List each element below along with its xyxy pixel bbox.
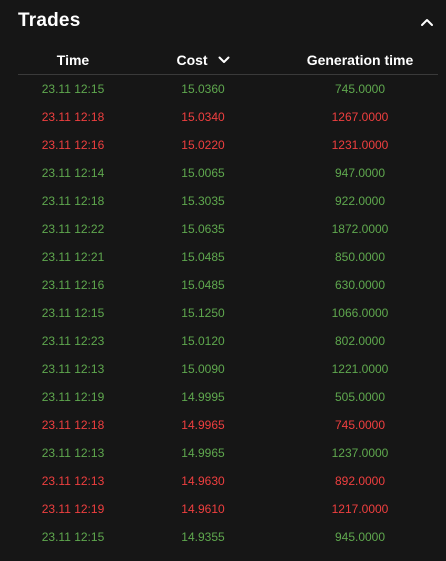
panel-title: Trades [18, 10, 81, 31]
generation-time-cell: 922.0000 [334, 194, 386, 208]
panel-header: Trades [0, 0, 446, 44]
cost-cell: 14.9630 [181, 474, 225, 488]
trades-table-body: 23.11 12:15 15.0360 745.0000 23.11 12:18… [18, 76, 438, 552]
cost-cell: 15.0485 [181, 250, 225, 264]
table-row: 23.11 12:13 14.9630 892.0000 [18, 468, 438, 496]
cost-cell: 15.0485 [181, 278, 225, 292]
time-cell: 23.11 12:16 [41, 138, 105, 152]
generation-time-cell: 947.0000 [334, 166, 386, 180]
table-row: 23.11 12:16 15.0220 1231.0000 [18, 132, 438, 160]
chevron-up-icon [421, 19, 433, 26]
generation-time-cell: 745.0000 [334, 418, 386, 432]
cost-cell: 15.0120 [181, 334, 225, 348]
cost-cell: 15.0340 [181, 110, 225, 124]
time-cell: 23.11 12:18 [41, 110, 105, 124]
cost-cell: 14.9965 [181, 418, 225, 432]
table-row: 23.11 12:15 14.9355 945.0000 [18, 524, 438, 552]
column-header-time-label: Time [56, 52, 90, 68]
time-cell: 23.11 12:23 [41, 334, 105, 348]
column-header-cost-label: Cost [176, 52, 208, 68]
time-cell: 23.11 12:18 [41, 418, 105, 432]
time-cell: 23.11 12:15 [41, 82, 105, 96]
cost-cell: 14.9610 [181, 502, 225, 516]
column-header-time[interactable]: Time [18, 52, 128, 68]
chevron-down-icon [218, 56, 229, 63]
table-row: 23.11 12:13 15.0090 1221.0000 [18, 356, 438, 384]
table-row: 23.11 12:15 15.0360 745.0000 [18, 76, 438, 104]
column-header-cost[interactable]: Cost [148, 52, 258, 68]
cost-cell: 15.1250 [181, 306, 225, 320]
time-cell: 23.11 12:13 [41, 446, 105, 460]
generation-time-cell: 1237.0000 [331, 446, 389, 460]
table-row: 23.11 12:21 15.0485 850.0000 [18, 244, 438, 272]
time-cell: 23.11 12:16 [41, 278, 105, 292]
time-cell: 23.11 12:21 [41, 250, 105, 264]
generation-time-cell: 630.0000 [334, 278, 386, 292]
time-cell: 23.11 12:19 [41, 390, 105, 404]
table-row: 23.11 12:18 14.9965 745.0000 [18, 412, 438, 440]
time-cell: 23.11 12:13 [41, 474, 105, 488]
cost-cell: 15.0065 [181, 166, 225, 180]
table-row: 23.11 12:15 15.1250 1066.0000 [18, 300, 438, 328]
table-row: 23.11 12:19 14.9610 1217.0000 [18, 496, 438, 524]
generation-time-cell: 1217.0000 [331, 502, 389, 516]
generation-time-cell: 505.0000 [334, 390, 386, 404]
column-header-generation-time-label: Generation time [306, 52, 414, 68]
table-row: 23.11 12:18 15.0340 1267.0000 [18, 104, 438, 132]
generation-time-cell: 892.0000 [334, 474, 386, 488]
cost-cell: 15.3035 [181, 194, 225, 208]
generation-time-cell: 1872.0000 [331, 222, 389, 236]
cost-cell: 15.0220 [181, 138, 225, 152]
generation-time-cell: 850.0000 [334, 250, 386, 264]
cost-cell: 15.0090 [181, 362, 225, 376]
table-header: Time Cost Generation time [18, 46, 438, 75]
generation-time-cell: 1231.0000 [331, 138, 389, 152]
generation-time-cell: 1221.0000 [331, 362, 389, 376]
cost-cell: 14.9995 [181, 390, 225, 404]
time-cell: 23.11 12:14 [41, 166, 105, 180]
collapse-button[interactable] [416, 12, 438, 32]
table-row: 23.11 12:14 15.0065 947.0000 [18, 160, 438, 188]
table-row: 23.11 12:23 15.0120 802.0000 [18, 328, 438, 356]
cost-cell: 14.9965 [181, 446, 225, 460]
cost-cell: 14.9355 [181, 530, 225, 544]
time-cell: 23.11 12:22 [41, 222, 105, 236]
time-cell: 23.11 12:15 [41, 306, 105, 320]
table-row: 23.11 12:22 15.0635 1872.0000 [18, 216, 438, 244]
time-cell: 23.11 12:13 [41, 362, 105, 376]
table-row: 23.11 12:13 14.9965 1237.0000 [18, 440, 438, 468]
column-header-generation-time[interactable]: Generation time [280, 52, 440, 68]
cost-cell: 15.0360 [181, 82, 225, 96]
generation-time-cell: 1066.0000 [331, 306, 389, 320]
table-row: 23.11 12:19 14.9995 505.0000 [18, 384, 438, 412]
generation-time-cell: 745.0000 [334, 82, 386, 96]
table-row: 23.11 12:16 15.0485 630.0000 [18, 272, 438, 300]
time-cell: 23.11 12:19 [41, 502, 105, 516]
generation-time-cell: 1267.0000 [331, 110, 389, 124]
generation-time-cell: 945.0000 [334, 530, 386, 544]
cost-cell: 15.0635 [181, 222, 225, 236]
table-row: 23.11 12:18 15.3035 922.0000 [18, 188, 438, 216]
generation-time-cell: 802.0000 [334, 334, 386, 348]
time-cell: 23.11 12:15 [41, 530, 105, 544]
time-cell: 23.11 12:18 [41, 194, 105, 208]
